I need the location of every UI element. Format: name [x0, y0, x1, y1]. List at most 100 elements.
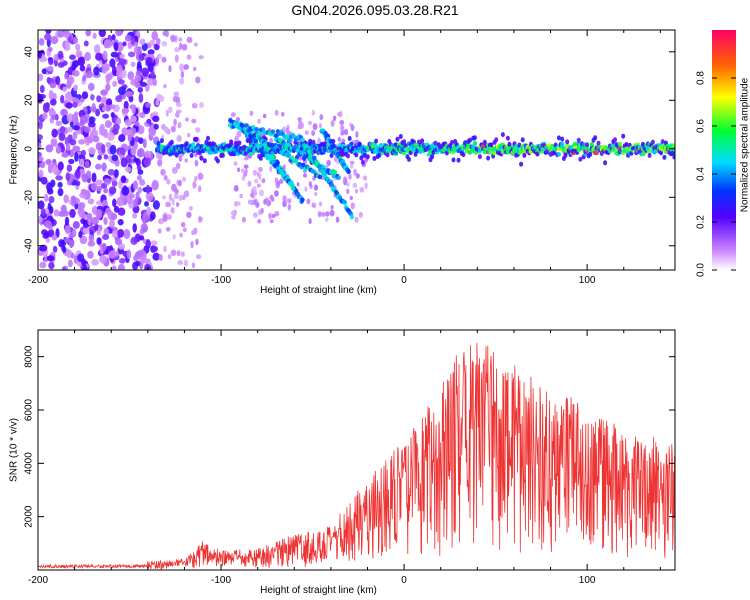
heatmap-cell — [261, 178, 266, 184]
heatmap-cell — [95, 52, 103, 61]
heatmap-cell — [130, 146, 137, 156]
heatmap-cell — [138, 53, 145, 62]
heatmap-cell — [143, 157, 151, 167]
heatmap-cell — [48, 90, 54, 100]
heatmap-cell — [87, 82, 95, 91]
heatmap-cell — [96, 208, 101, 216]
heatmap-cell — [51, 234, 58, 241]
heatmap-cell — [111, 230, 119, 239]
heatmap-cell — [48, 59, 54, 65]
heatmap-cell — [317, 174, 323, 180]
heatmap-cell — [287, 138, 292, 143]
heatmap-cell — [127, 133, 133, 142]
heatmap-cell — [191, 230, 196, 236]
heatmap-cell — [69, 138, 77, 146]
heatmap-cell — [184, 117, 190, 122]
heatmap-cell — [179, 63, 185, 72]
heatmap-cell — [103, 217, 108, 226]
heatmap-cell — [318, 201, 323, 207]
heatmap-cell — [150, 70, 155, 79]
heatmap-cell — [39, 244, 48, 252]
heatmap-cell — [271, 213, 276, 219]
heatmap-cell — [362, 175, 368, 181]
heatmap-cell — [254, 178, 259, 184]
heatmap-cell — [233, 184, 239, 192]
heatmap-cell — [133, 198, 138, 208]
heatmap-cell — [50, 179, 56, 188]
heatmap-cell — [70, 252, 75, 259]
heatmap-cell — [373, 144, 379, 149]
heatmap-cell — [349, 214, 355, 220]
heatmap-cell — [102, 50, 108, 61]
heatmap-cell — [235, 117, 241, 122]
colorbar-label: Normalized spectral amplitude — [740, 77, 750, 212]
heatmap-cell — [137, 86, 144, 93]
heatmap-cell — [177, 260, 183, 266]
heatmap-cell — [311, 109, 315, 116]
heatmap-cell — [74, 168, 81, 179]
heatmap-cell — [220, 152, 225, 158]
colorbar — [712, 30, 736, 270]
heatmap-cell — [111, 34, 116, 41]
heatmap-cell — [93, 66, 100, 76]
heatmap-cell — [313, 184, 319, 191]
heatmap-cell — [122, 41, 127, 47]
heatmap-cell — [66, 126, 74, 133]
heatmap-cell — [103, 188, 109, 194]
heatmap-cell — [57, 50, 64, 59]
heatmap-cell — [359, 186, 365, 193]
heatmap-cell — [325, 217, 329, 222]
heatmap-cell — [88, 234, 94, 241]
heatmap-cell — [62, 246, 67, 254]
heatmap-cell — [87, 218, 92, 226]
heatmap-cell — [168, 193, 173, 202]
heatmap-cell — [91, 172, 97, 183]
heatmap-cell — [430, 154, 435, 160]
heatmap-cell — [270, 129, 276, 134]
heatmap-cell — [347, 136, 352, 141]
heatmap-cell — [55, 120, 63, 127]
heatmap-cell — [48, 46, 53, 52]
heatmap-cell — [139, 179, 146, 186]
heatmap-cell — [311, 139, 316, 145]
y-tick-label: 40 — [24, 46, 35, 58]
heatmap-cell — [199, 101, 204, 109]
heatmap-cell — [137, 169, 144, 175]
heatmap-cell — [282, 172, 287, 178]
heatmap-cell — [349, 141, 354, 147]
heatmap-cell — [133, 157, 139, 163]
heatmap-cell — [159, 138, 164, 144]
heatmap-cell — [98, 30, 106, 38]
heatmap-cell — [565, 143, 570, 148]
heatmap-cell — [91, 216, 99, 225]
heatmap-cell — [285, 127, 289, 135]
heatmap-cell — [96, 185, 103, 192]
heatmap-cell — [372, 156, 377, 161]
heatmap-cell — [247, 199, 252, 205]
heatmap-cell — [64, 72, 69, 80]
heatmap-cell — [51, 128, 58, 138]
heatmap-cell — [492, 151, 497, 156]
heatmap-cell — [285, 133, 291, 138]
heatmap-cell — [242, 126, 248, 132]
heatmap-cell — [308, 138, 313, 144]
heatmap-cell — [254, 190, 258, 196]
heatmap-cell — [325, 211, 330, 217]
heatmap-cell — [494, 137, 499, 143]
heatmap-cell — [466, 144, 471, 150]
heatmap-cell — [186, 211, 192, 219]
heatmap-cell — [41, 68, 47, 75]
heatmap-cell — [61, 152, 69, 158]
heatmap-cell — [64, 91, 73, 101]
heatmap-cell — [170, 249, 177, 257]
heatmap-cell — [334, 156, 338, 163]
heatmap-cell — [170, 207, 175, 214]
heatmap-cell — [59, 126, 66, 134]
heatmap-cell — [95, 179, 104, 186]
heatmap-cell — [63, 194, 70, 204]
heatmap-cell — [132, 180, 139, 190]
heatmap-cell — [139, 111, 146, 119]
heatmap-cell — [39, 56, 48, 63]
heatmap-cell — [190, 241, 194, 249]
